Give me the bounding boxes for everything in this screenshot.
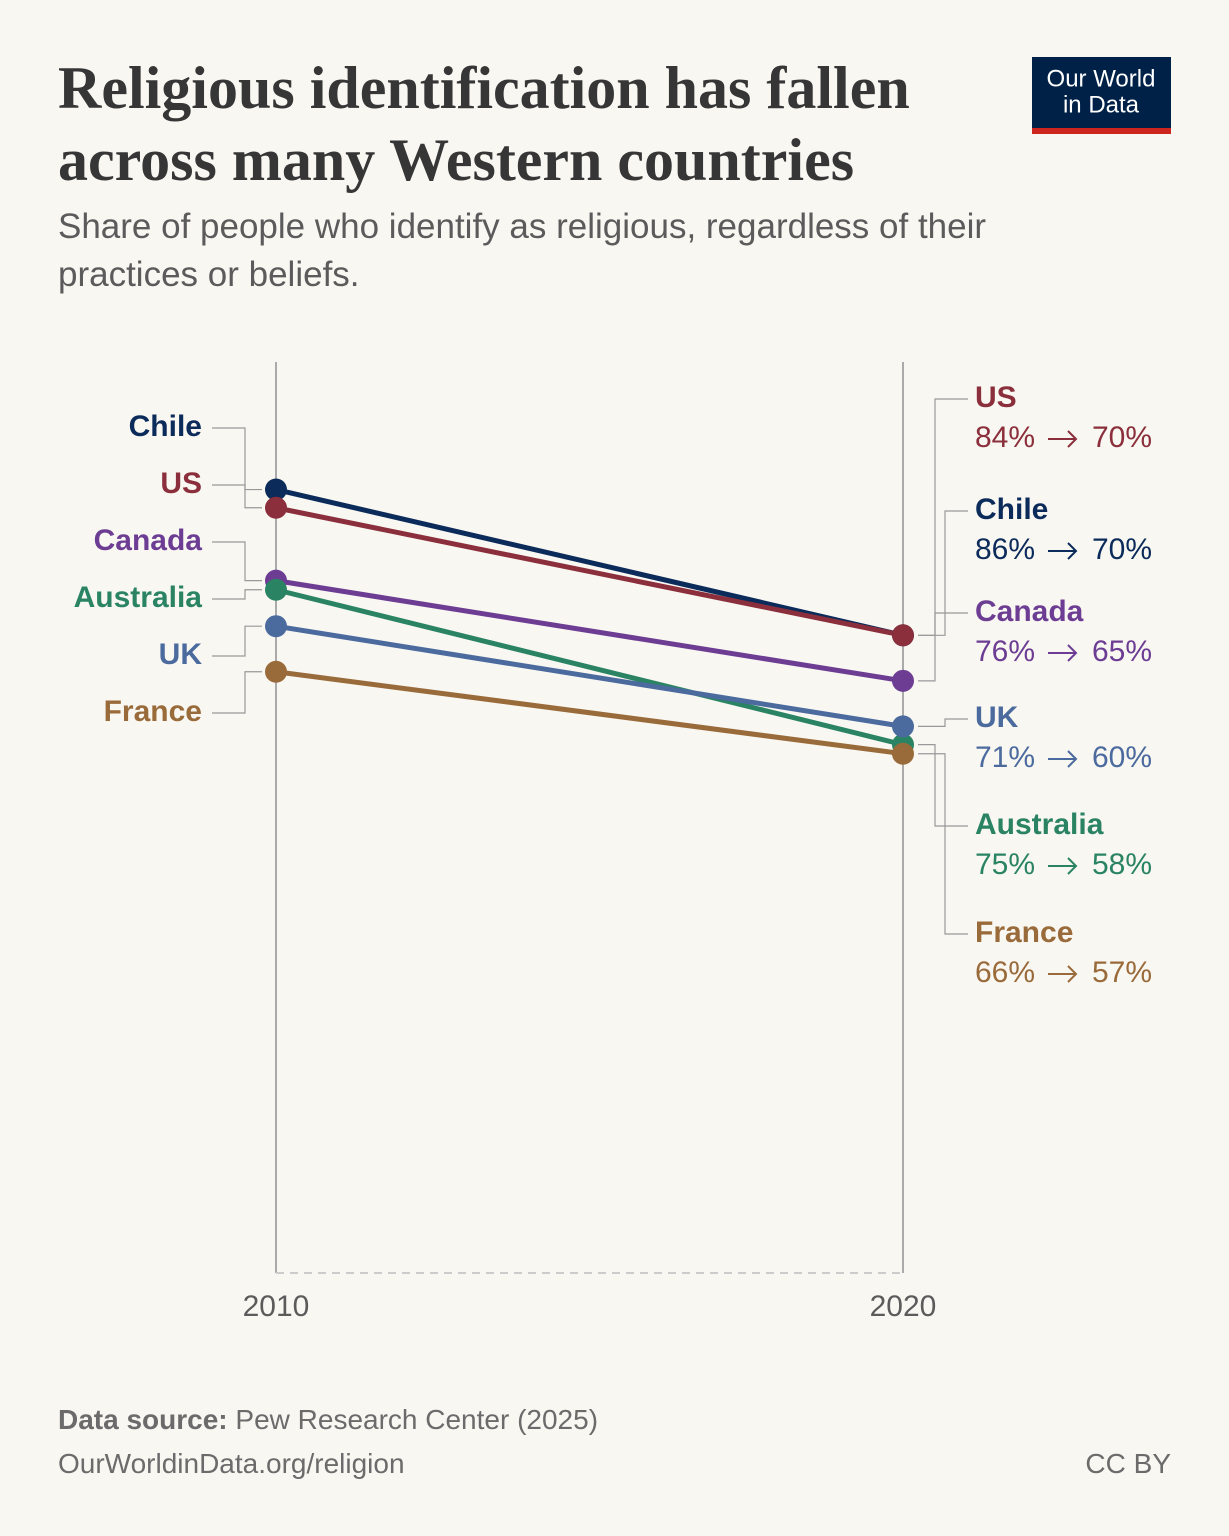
source: Pew Research Center (2025) [235, 1404, 599, 1435]
source-line: Data source: Pew Research Center (2025) [58, 1404, 598, 1436]
x-tick-label: 2010 [243, 1290, 310, 1323]
logo-text: Our World [1047, 65, 1156, 92]
connector [918, 744, 968, 827]
value-label: 57% [1092, 956, 1152, 989]
point [265, 496, 287, 519]
series-label: Chile [975, 493, 1048, 526]
arrow [1048, 857, 1078, 875]
point [265, 615, 287, 638]
connector [212, 671, 262, 714]
value-label: 65% [1092, 635, 1152, 668]
chart-title: Religious identification has fallen acro… [58, 55, 910, 193]
line [275, 587, 904, 748]
point [892, 742, 914, 765]
connector [918, 398, 968, 636]
series-label: Chile [129, 410, 202, 443]
connector [918, 510, 968, 636]
series-label: US [160, 467, 202, 500]
value-label: 75% [975, 848, 1035, 881]
series-label: France [104, 695, 202, 728]
point [892, 715, 914, 738]
series-label: UK [975, 701, 1019, 734]
logo-stripe [1032, 128, 1171, 134]
license: CC BY [1085, 1448, 1171, 1479]
connector [918, 718, 968, 727]
series-label: US [975, 381, 1017, 414]
connector [212, 589, 262, 600]
value-label: 86% [975, 533, 1035, 566]
connector [918, 753, 968, 935]
point [892, 669, 914, 692]
connector [212, 541, 262, 582]
arrow [1048, 542, 1078, 560]
connector [212, 427, 262, 491]
value-label: 70% [1092, 533, 1152, 566]
value-label: 71% [975, 741, 1035, 774]
line [275, 487, 904, 638]
arrow [1048, 644, 1078, 662]
logo-box [1032, 57, 1171, 134]
line [275, 669, 904, 757]
value-label: 84% [975, 421, 1035, 454]
connector [212, 484, 262, 509]
series-label: Australia [74, 581, 203, 614]
point [265, 578, 287, 601]
series-label: Canada [94, 524, 203, 557]
arrow [1048, 430, 1078, 448]
url: OurWorldinData.org/religion [58, 1448, 405, 1479]
series-label: France [975, 916, 1073, 949]
series-label: Australia [975, 808, 1104, 841]
connector [212, 625, 262, 657]
line [275, 505, 904, 638]
value-label: 60% [1092, 741, 1152, 774]
x-tick-label: 2020 [870, 1290, 937, 1323]
chart-subtitle: Share of people who identify as religiou… [58, 207, 987, 294]
point [265, 660, 287, 683]
arrow [1048, 965, 1078, 983]
series-label: Canada [975, 595, 1084, 628]
series-label: UK [159, 638, 203, 671]
value-label: 58% [1092, 848, 1152, 881]
value-label: 70% [1092, 421, 1152, 454]
value-label: 76% [975, 635, 1035, 668]
connector [918, 612, 968, 682]
point [265, 478, 287, 501]
value-label: 66% [975, 956, 1035, 989]
point [892, 624, 914, 647]
line [275, 578, 904, 684]
logo-text: in Data [1063, 91, 1140, 118]
arrow [1048, 750, 1078, 768]
source-label: Data source: [58, 1404, 228, 1435]
line [275, 623, 904, 729]
